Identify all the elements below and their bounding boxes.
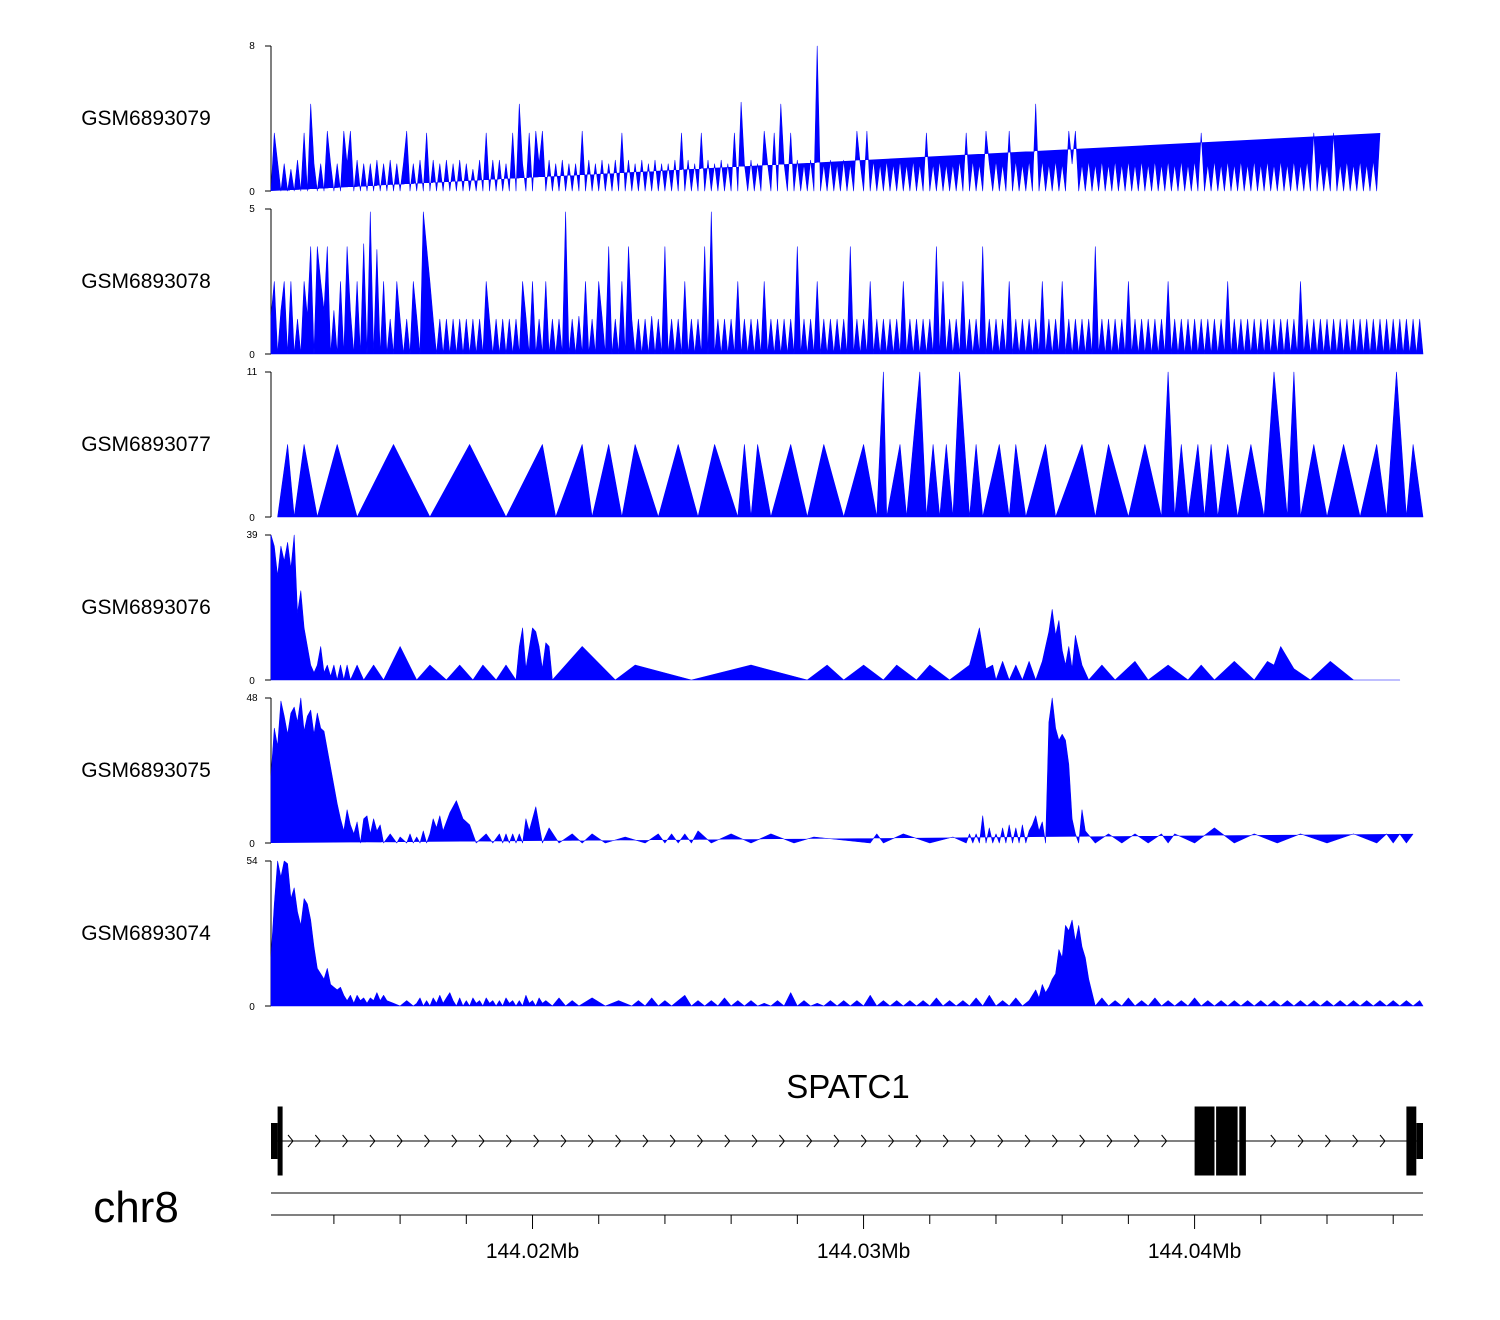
strand-arrow (287, 1134, 294, 1148)
genome-axis-tick-label: 144.03Mb (817, 1240, 910, 1263)
track-GSM6893076: GSM6893076 39 0 (81, 530, 1401, 687)
strand-arrow (806, 1134, 813, 1148)
strand-arrow (615, 1134, 622, 1148)
track-ymax-label: 54 (246, 856, 258, 867)
strand-arrow (833, 1134, 840, 1148)
track-ymin-label: 0 (249, 1002, 255, 1013)
strand-arrow (1297, 1134, 1304, 1148)
strand-arrow (533, 1134, 540, 1148)
strand-arrow (1133, 1134, 1140, 1148)
track-ymax-label: 11 (247, 367, 258, 378)
strand-arrow (587, 1134, 594, 1148)
strand-arrow (751, 1134, 758, 1148)
track-GSM6893075: GSM6893075 48 0 (81, 693, 1414, 850)
strand-arrow (942, 1134, 949, 1148)
exon-cds (277, 1106, 283, 1176)
track-label: GSM6893079 (81, 107, 211, 130)
strand-arrow (1325, 1134, 1332, 1148)
strand-arrow (560, 1134, 567, 1148)
strand-arrow (451, 1134, 458, 1148)
strand-arrow (1379, 1134, 1386, 1148)
strand-arrow (642, 1134, 649, 1148)
strand-arrow (342, 1134, 349, 1148)
strand-arrow (1052, 1134, 1059, 1148)
coverage-area (270, 860, 1424, 1007)
strand-arrow (396, 1134, 403, 1148)
strand-arrow (669, 1134, 676, 1148)
genome-axis-ticks: 144.02Mb 144.03Mb 144.04Mb (333, 1215, 1394, 1263)
track-label: GSM6893074 (81, 922, 211, 945)
exon-utr (1416, 1123, 1423, 1159)
strand-arrow (478, 1134, 485, 1148)
strand-arrow (369, 1134, 376, 1148)
track-GSM6893079: GSM6893079 8 0 (81, 41, 1381, 198)
strand-arrow (1079, 1134, 1086, 1148)
gene-name-label: SPATC1 (786, 1068, 909, 1105)
strand-arrow (779, 1134, 786, 1148)
strand-arrows (287, 1134, 1386, 1148)
genome-axis-tick-label: 144.02Mb (486, 1240, 579, 1263)
strand-arrow (1352, 1134, 1359, 1148)
track-GSM6893078: GSM6893078 5 0 (81, 204, 1424, 361)
strand-arrow (888, 1134, 895, 1148)
strand-arrow (1106, 1134, 1113, 1148)
exon-cds (1216, 1106, 1238, 1176)
strand-arrow (506, 1134, 513, 1148)
strand-arrow (424, 1134, 431, 1148)
chromosome-label: chr8 (93, 1183, 179, 1232)
track-ymin-label: 0 (249, 187, 255, 198)
strand-arrow (314, 1134, 321, 1148)
exon-utr (271, 1123, 278, 1159)
gene-track: SPATC1 (271, 1068, 1423, 1176)
genome-axis-tick-label: 144.04Mb (1148, 1240, 1241, 1263)
strand-arrow (970, 1134, 977, 1148)
strand-arrow (697, 1134, 704, 1148)
exon-cds (1194, 1106, 1215, 1176)
track-ymin-label: 0 (249, 839, 255, 850)
gene-exons (271, 1106, 1423, 1176)
track-label: GSM6893075 (81, 759, 211, 782)
coverage-area (270, 45, 1381, 192)
track-label: GSM6893078 (81, 270, 211, 293)
coverage-area (270, 697, 1414, 844)
coverage-area (270, 534, 1401, 681)
strand-arrow (1024, 1134, 1031, 1148)
strand-arrow (1161, 1134, 1168, 1148)
track-ymax-label: 39 (246, 530, 258, 541)
track-label: GSM6893077 (81, 433, 211, 456)
track-ymin-label: 0 (249, 350, 255, 361)
track-ymin-label: 0 (249, 676, 255, 687)
strand-arrow (997, 1134, 1004, 1148)
exon-cds (1239, 1106, 1246, 1176)
coverage-area (270, 211, 1424, 355)
track-label: GSM6893076 (81, 596, 211, 619)
coverage-tracks: GSM689307980GSM689307850GSM6893077110GSM… (81, 41, 1424, 1013)
strand-arrow (860, 1134, 867, 1148)
track-ymin-label: 0 (249, 513, 255, 524)
track-GSM6893077: GSM6893077 11 0 (81, 367, 1424, 524)
track-GSM6893074: GSM6893074 54 0 (81, 856, 1424, 1013)
track-ymax-label: 48 (246, 693, 258, 704)
strand-arrow (915, 1134, 922, 1148)
strand-arrow (1270, 1134, 1277, 1148)
track-ymax-label: 8 (249, 41, 255, 52)
strand-arrow (724, 1134, 731, 1148)
coverage-area (277, 371, 1424, 518)
genome-axis: chr8 144.02Mb 144.03Mb 144.04Mb (93, 1183, 1423, 1263)
track-ymax-label: 5 (249, 204, 255, 215)
exon-cds (1406, 1106, 1417, 1176)
